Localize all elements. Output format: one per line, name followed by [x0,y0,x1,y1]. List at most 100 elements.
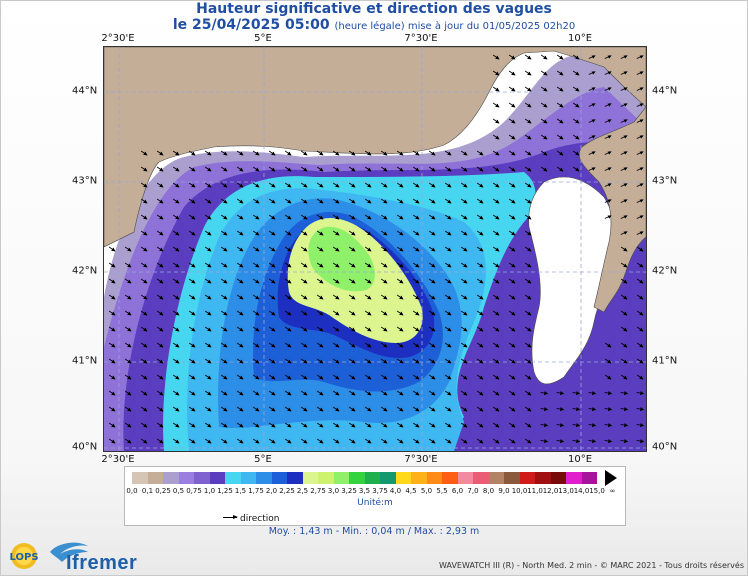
direction-arrow [444,230,452,236]
direction-arrow [268,246,276,252]
direction-arrow [124,278,132,284]
map-canvas [103,46,647,452]
direction-arrow [332,214,340,220]
direction-arrow [188,406,196,412]
direction-arrow [476,438,484,444]
direction-arrow [556,423,565,428]
direction-arrow [620,215,628,219]
direction-arrow [604,167,612,171]
direction-arrow [332,342,340,348]
direction-arrow [156,422,164,428]
direction-arrow [380,438,388,444]
lon-tick-bottom: 10°E [567,454,593,465]
direction-arrow [364,390,372,396]
direction-arrow [524,150,532,156]
direction-arrow [252,246,260,252]
direction-arrow [556,166,564,172]
direction-arrow [476,390,484,396]
direction-arrow [284,438,292,444]
wave-height-map[interactable] [103,46,647,452]
direction-arrow [620,423,629,428]
direction-arrow [188,422,196,428]
direction-arrow [492,390,500,396]
direction-arrow [316,198,324,204]
direction-arrow [252,230,260,236]
lon-tick-bottom: 2°30'E [101,454,135,465]
direction-arrow [316,438,324,444]
direction-arrow [124,262,132,268]
direction-arrow [380,150,388,156]
lon-tick-bottom: 7°30'E [404,454,438,465]
chart-title: Hauteur significative et direction des v… [196,1,552,17]
direction-arrow [444,182,452,188]
direction-arrow [620,278,628,284]
direction-arrow [348,262,356,268]
lops-logo: LOPS [9,543,39,569]
direction-arrow [540,166,548,172]
coast-italy [578,106,647,313]
scale-label: 3,75 [372,487,388,495]
direction-arrow [364,310,372,316]
direction-arrow [252,422,260,428]
direction-arrow [348,326,356,332]
direction-arrow [444,358,452,364]
direction-arrow [508,390,516,396]
direction-arrow [316,342,324,348]
direction-arrow [284,182,292,188]
direction-arrow [284,150,292,156]
direction-arrow [588,167,596,171]
direction-arrow [396,214,404,220]
scale-swatch [132,472,148,484]
direction-arrow [284,390,292,396]
direction-arrow [284,230,292,236]
direction-arrow [396,230,404,236]
direction-arrow [268,406,276,412]
direction-arrow [156,342,164,348]
direction-arrow [268,422,276,428]
direction-arrow [492,102,500,108]
direction-arrow [268,358,276,364]
direction-arrow [620,231,628,235]
direction-arrow [252,342,260,348]
direction-arrow [124,358,132,364]
direction-arrow [156,278,164,284]
direction-arrow [636,326,644,332]
direction-arrow [220,390,228,396]
direction-arrow [588,135,596,139]
direction-arrow [124,374,132,380]
direction-arrow [332,422,340,428]
direction-arrow [428,310,436,316]
direction-arrow [508,294,516,300]
scale-label: 1,75 [248,487,264,495]
direction-arrow [604,374,612,380]
direction-arrow [636,215,644,219]
direction-arrow [172,150,180,156]
direction-arrow [140,310,148,316]
direction-arrow [316,406,324,412]
direction-arrow [492,230,500,236]
direction-arrow [636,246,644,252]
coast-france [103,46,647,248]
direction-arrow [204,438,212,444]
direction-arrow [620,151,628,155]
direction-arrow [300,390,308,396]
direction-arrow [108,278,116,284]
direction-arrow [636,87,644,91]
direction-arrow [476,230,484,236]
direction-arrow [636,423,645,428]
direction-arrow [492,198,500,204]
direction-arrow [156,214,164,220]
direction-arrow [412,422,420,428]
direction-arrow [140,230,148,236]
direction-arrow [524,118,532,124]
direction-arrow [332,246,340,252]
direction-arrow [508,406,516,412]
direction-arrow [444,374,452,380]
direction-arrow [188,310,196,316]
direction-arrow [156,294,164,300]
svg-text:LOPS: LOPS [9,552,38,563]
direction-arrow [252,358,260,364]
direction-arrow [204,422,212,428]
direction-arrow [412,342,420,348]
direction-arrow [220,198,228,204]
